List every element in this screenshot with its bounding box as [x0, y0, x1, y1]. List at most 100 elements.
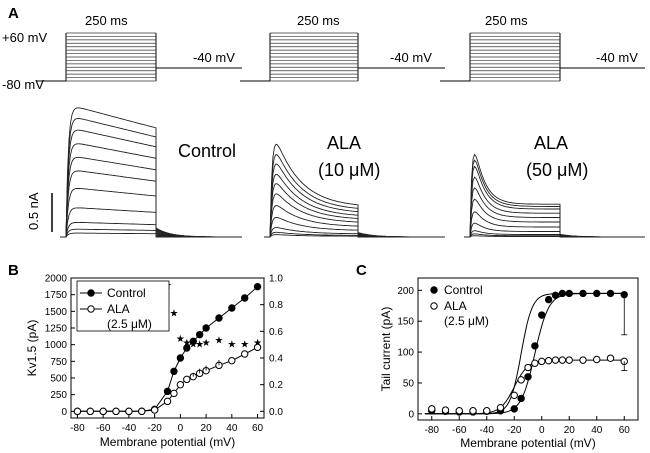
chart-c-point-ala [593, 355, 601, 364]
chart-b-star-marker: ★ [176, 334, 185, 345]
chart-c-point-control [544, 295, 553, 304]
chart-b-star-marker: ★ [214, 335, 223, 346]
chart-c-legend-ala-conc: (2.5 μM) [444, 314, 489, 328]
chart-c-point-ala [441, 406, 450, 414]
chart-b-star-marker: ★ [189, 339, 198, 350]
duration-label-2: 250 ms [297, 13, 340, 28]
chart-b-point-ala [228, 356, 236, 365]
chart-c-legend-marker-control [430, 286, 438, 294]
chart-c-point-ala [579, 356, 587, 364]
scale-bar-label: 0.5 nA [26, 192, 41, 230]
tail-voltage-label-3: -40 mV [596, 50, 638, 65]
chart-b-point-ala [99, 407, 107, 416]
chart-b-y2-tick-label: 0.6 [269, 327, 283, 338]
chart-b-x-tick-label: 40 [226, 423, 238, 434]
control-current-trace [60, 156, 242, 238]
chart-c-point-ala [558, 356, 567, 364]
chart-b-point-ala [241, 350, 249, 358]
chart-b-point-control [253, 282, 262, 291]
chart-b-frame [70, 277, 265, 419]
ala50-current-trace [464, 153, 645, 238]
chart-c-legend-control: Control [444, 283, 483, 297]
control-current-trace [60, 107, 242, 238]
chart-b-point-ala [73, 407, 82, 416]
control-current-trace [60, 170, 242, 238]
chart-b-point-ala [112, 407, 120, 416]
chart-c-point-ala [428, 405, 436, 413]
chart-c-point-control [606, 289, 615, 298]
chart-b-point-ala [176, 380, 185, 389]
chart-b-y-tick-label: 1750 [45, 290, 68, 301]
chart-b-point-ala [170, 389, 178, 398]
chart-b-y2-tick-label: 0.4 [269, 354, 283, 365]
chart-b-star-marker: ★ [202, 338, 211, 349]
chart-c-point-ala [544, 357, 553, 365]
chart-b-y2-tick-label: 0.8 [269, 300, 283, 311]
chart-b-point-control [176, 354, 185, 362]
chart-c-x-tick-label: -20 [507, 425, 522, 436]
chart-b-star-marker: ★ [240, 339, 249, 350]
chart-c-x-tick-label: -40 [480, 425, 495, 436]
chart-c-x-tick-label: -60 [452, 425, 467, 436]
panel-label-c: C [356, 262, 367, 279]
chart-b-point-control [228, 304, 236, 312]
chart-c-point-ala [496, 403, 505, 412]
chart-b-point-ala [253, 343, 262, 352]
panel-label-b: B [8, 262, 19, 279]
chart-c-point-control [579, 289, 587, 298]
chart-c-point-ala [483, 407, 491, 415]
chart-b-point-control [189, 337, 197, 346]
chart-c-point-control [551, 291, 560, 299]
chart-b-x-tick-label: 0 [178, 423, 184, 434]
ala10-label: ALA [327, 133, 361, 153]
control-trace-label: Control [178, 141, 236, 161]
chart-c-x-axis-label: Membrane potential (mV) [460, 436, 595, 450]
chart-b-point-control [195, 330, 204, 339]
chart-c-legend-ala: ALA [444, 299, 467, 313]
hold-voltage-label: -80 mV [2, 77, 44, 92]
chart-c-x-tick-label: 20 [564, 425, 576, 436]
chart-b-point-ala [150, 406, 159, 414]
chart-b-point-control [241, 294, 249, 302]
panel-label-a: A [8, 5, 19, 22]
chart-b-point-control [170, 367, 178, 376]
chart-b-y-tick-label: 2000 [45, 274, 68, 285]
chart-c-x-tick-label: 60 [619, 425, 631, 436]
chart-b-y-tick-label: 500 [50, 374, 67, 385]
chart-c: -80 -60 -40 -20 0 20 40 60 0 50 100 150 200 Membrane … [379, 277, 639, 450]
chart-b: -80 -60 -40 -20 0 20 40 60 0 250 500 750 1000 1250 150… [25, 274, 283, 450]
voltage-protocols [36, 32, 645, 82]
chart-b-y-tick-label: 1250 [45, 324, 68, 335]
chart-b-point-control [215, 314, 223, 322]
chart-b-legend-marker-control [87, 289, 95, 297]
chart-c-legend-marker-ala [430, 302, 438, 310]
chart-b-point-control [163, 387, 172, 396]
chart-b-star-marker: ★ [169, 309, 178, 320]
chart-b-star-marker: ★ [195, 339, 204, 350]
chart-c-point-ala [565, 356, 573, 364]
chart-c-y-tick-label: 200 [397, 286, 414, 297]
chart-c-y-axis-label: Tail current (pA) [379, 307, 393, 392]
chart-c-y-tick-label: 0 [408, 409, 414, 420]
ala10-current-trace [264, 205, 445, 238]
chart-c-point-ala [606, 354, 615, 362]
chart-b-y-tick-label: 750 [50, 357, 67, 368]
chart-b-legend-control: Control [107, 286, 146, 300]
chart-c-point-control [517, 394, 525, 403]
chart-b-star-marker: ★ [253, 338, 262, 349]
chart-b-x-tick-label: -60 [96, 423, 111, 434]
duration-label-1: 250 ms [85, 13, 128, 28]
chart-b-point-ala [125, 407, 133, 416]
ala50-label: ALA [534, 133, 568, 153]
chart-b-legend-ala: ALA [107, 302, 130, 316]
chart-c-point-control [524, 373, 532, 381]
chart-c-point-ala [469, 407, 477, 415]
ala10-current-trace [264, 143, 445, 238]
chart-b-y-tick-label: 1000 [45, 340, 68, 351]
chart-c-x-tick-label: 40 [591, 425, 603, 436]
chart-b-point-ala [86, 407, 95, 416]
chart-b-x-axis-label: Membrane potential (mV) [100, 435, 235, 449]
chart-c-point-control [593, 289, 601, 298]
chart-c-y-tick-label: 50 [403, 378, 415, 389]
